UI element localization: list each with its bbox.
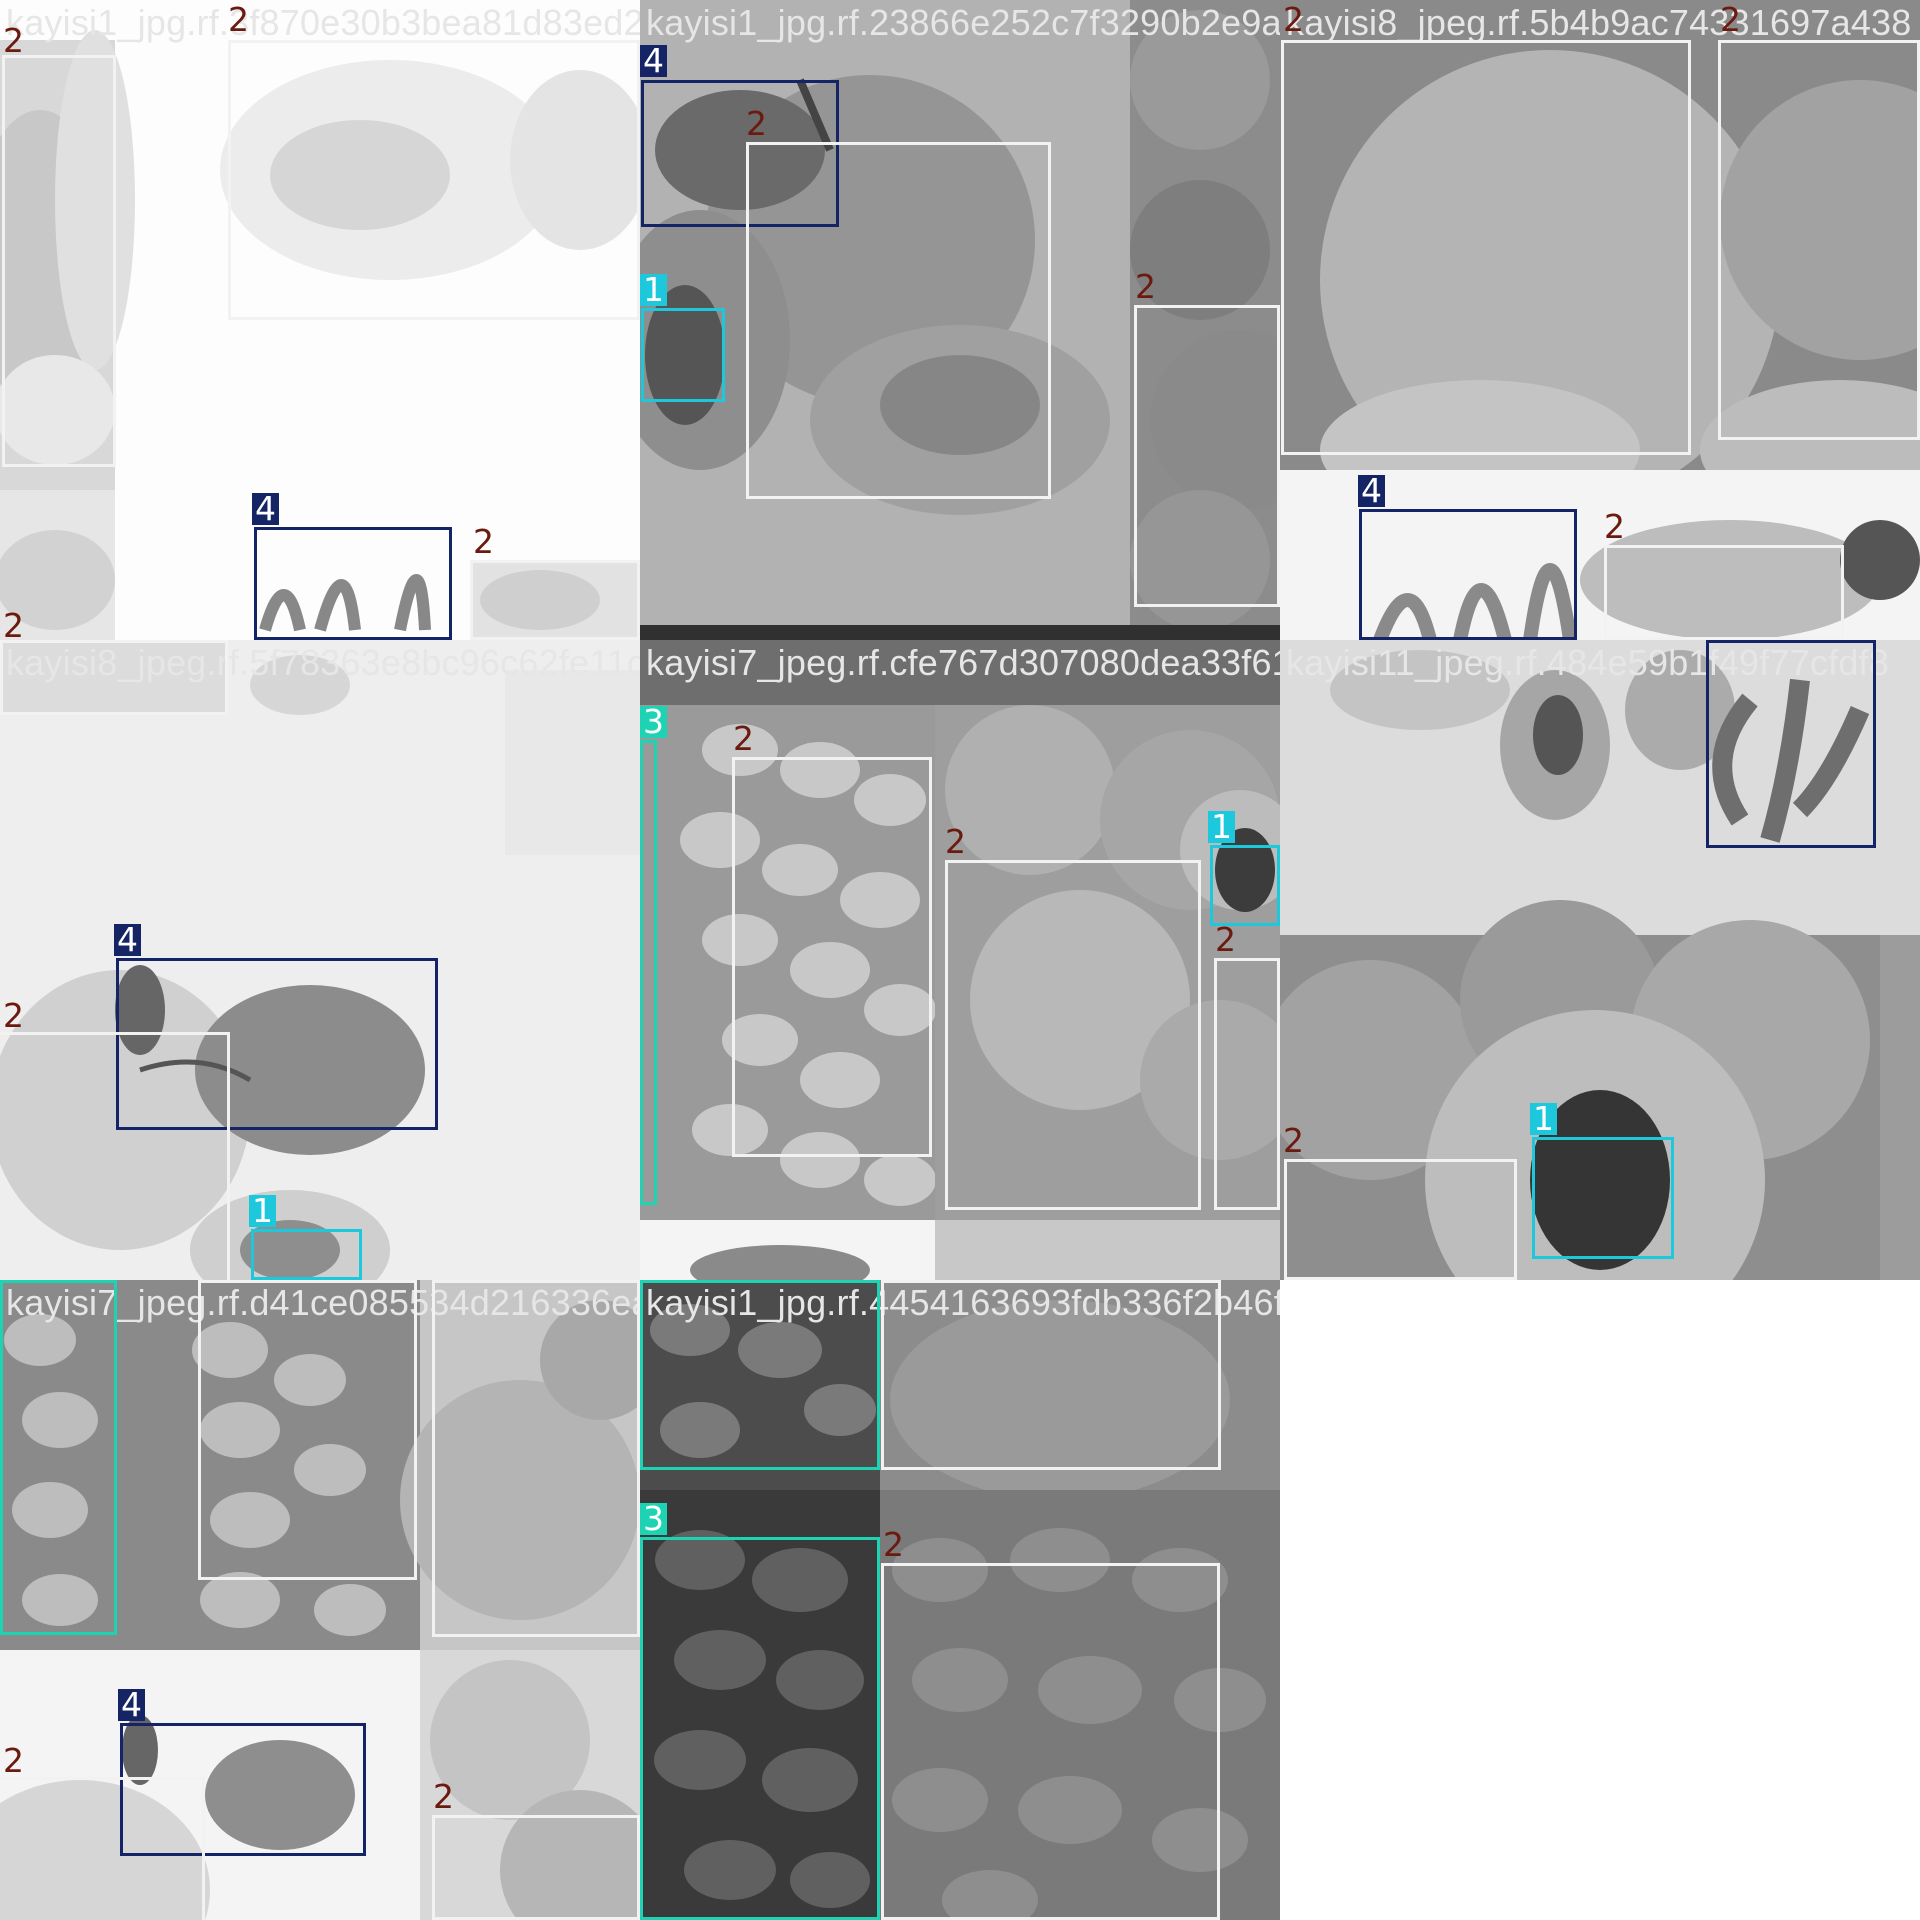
tile-2: kayisi1_jpg.rf.23866e252c7f3290b2e9a66 4… (640, 0, 1280, 640)
bbox-class-4 (1359, 509, 1577, 640)
bbox-class-1 (641, 308, 725, 402)
bbox-label-2: 2 (473, 522, 494, 561)
bbox-label-1: 1 (249, 1194, 276, 1227)
bbox-label-2: 2 (733, 719, 754, 758)
bbox-label-2: 2 (228, 0, 249, 39)
bbox-class-2 (1134, 305, 1280, 607)
bbox-class-2 (732, 757, 932, 1157)
bbox-class-4 (120, 1723, 366, 1856)
bbox-label-2: 2 (1283, 0, 1304, 39)
tile-1: kayisi1_jpg.rf.3f870e30b3bea81d83ed28f6d… (0, 0, 640, 640)
bbox-class-2 (0, 1777, 205, 1920)
bbox-label-2: 2 (433, 1777, 454, 1816)
tile-3: kayisi8_jpeg.rf.5b4b9ac74331697a438 2 2 … (1280, 0, 1920, 640)
bbox-label-2: 2 (1135, 267, 1156, 306)
bbox-label-4: 4 (118, 1688, 145, 1721)
bbox-class-4 (254, 527, 452, 640)
bbox-label-2: 2 (945, 822, 966, 861)
bbox-class-1 (1210, 845, 1280, 926)
bbox-label-2: 2 (1720, 0, 1741, 39)
bbox-label-2: 2 (1283, 1121, 1304, 1160)
tile-3-photo (1280, 0, 1920, 640)
bbox-class-1 (1532, 1137, 1674, 1259)
bbox-class-2 (1718, 40, 1920, 440)
bbox-class-2 (945, 860, 1201, 1210)
bbox-class-2 (1281, 40, 1691, 455)
bbox-class-2 (881, 1280, 1221, 1470)
bbox-class-2 (2, 55, 116, 467)
bbox-label-4: 4 (640, 44, 667, 77)
bbox-label-1: 1 (1208, 810, 1235, 843)
tile-empty (1280, 1280, 1920, 1920)
tile-7: kayisi7_jpeg.rf.d41ce085534d216336ea9e8 … (0, 1280, 640, 1920)
bbox-class-4 (641, 80, 839, 227)
bbox-class-3 (640, 1280, 880, 1470)
bbox-class-2 (0, 640, 228, 715)
tile-4: kayisi8_jpeg.rf.5f78363e8bc96c62fe11ca2a… (0, 640, 640, 1280)
tile-6: kayisi11_jpeg.rf.484e59b1f49f77cfdf8 4 2… (1280, 640, 1920, 1280)
bbox-label-1: 1 (640, 273, 667, 306)
tile-8-photo (640, 1280, 1280, 1920)
bbox-label-2: 2 (746, 104, 767, 143)
bbox-label-4: 4 (252, 492, 279, 525)
bbox-label-2: 2 (1215, 920, 1236, 959)
bbox-label-3: 3 (640, 705, 667, 738)
tile-1-photo (0, 0, 640, 640)
tile-6-photo (1280, 640, 1920, 1280)
bbox-class-4 (116, 958, 438, 1130)
tile-8: kayisi1_jpg.rf.4454163693fdb336f2b46f1d6… (640, 1280, 1280, 1920)
bbox-label-2: 2 (3, 996, 24, 1035)
bbox-class-2 (432, 1815, 640, 1920)
bbox-class-2 (1284, 1159, 1517, 1280)
bbox-label-1: 1 (1530, 1102, 1557, 1135)
bbox-class-1 (251, 1229, 362, 1280)
tile-2-photo (640, 0, 1280, 640)
bbox-label-2: 2 (1604, 507, 1625, 546)
bbox-class-2 (0, 1032, 230, 1280)
tile-7-photo (0, 1280, 640, 1920)
bbox-label-3: 3 (640, 1502, 667, 1535)
tile-5-photo (640, 640, 1280, 1280)
bbox-label-2: 2 (3, 606, 24, 640)
bbox-class-2 (881, 1563, 1220, 1920)
bbox-label-4: 4 (114, 923, 141, 956)
bbox-class-4 (1706, 640, 1876, 848)
bbox-label-4: 4 (1358, 474, 1385, 507)
bbox-class-2 (1604, 545, 1844, 640)
tile-5: kayisi7_jpeg.rf.cfe767d307080dea33f61a9 … (640, 640, 1280, 1280)
bbox-class-2 (1214, 958, 1280, 1210)
bbox-class-2 (746, 142, 1051, 499)
bbox-class-3 (640, 740, 657, 1205)
bbox-class-2 (470, 560, 640, 640)
bbox-label-2: 2 (883, 1525, 904, 1564)
bbox-label-2: 2 (3, 21, 24, 60)
bbox-class-3 (640, 1537, 880, 1920)
bbox-class-3 (0, 1280, 117, 1635)
bbox-class-2 (198, 1280, 417, 1580)
bbox-class-2 (432, 1280, 640, 1637)
bbox-label-2: 2 (3, 1741, 24, 1780)
bbox-class-2 (228, 40, 640, 320)
